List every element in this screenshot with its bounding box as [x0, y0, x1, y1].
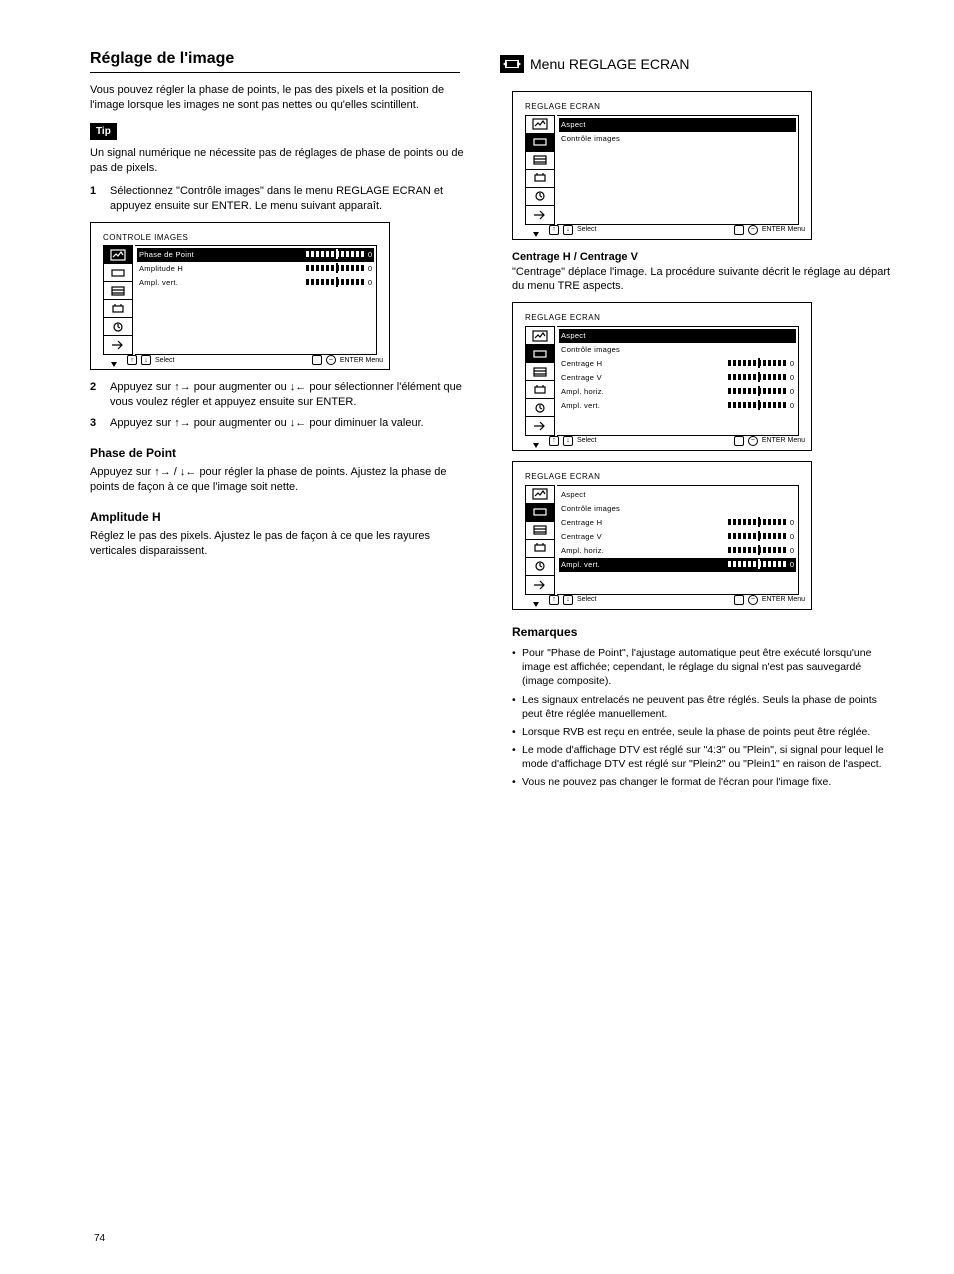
- step-2: 2 Appuyez sur pour augmenter ou pour sél…: [90, 380, 472, 410]
- menu-icon-screen: [526, 363, 554, 381]
- scroll-indicator-icon: [533, 232, 539, 237]
- menu-icon-screen: [526, 522, 554, 540]
- menu-icon-clock: [526, 558, 554, 576]
- intro-paragraph: Vous pouvez régler la phase de points, l…: [90, 83, 472, 113]
- shift-heading: Centrage H / Centrage V: [512, 250, 894, 265]
- tip-text: Un signal numérique ne nécessite pas de …: [90, 146, 472, 176]
- menu-icon-picture: [104, 246, 132, 264]
- notes-list: Pour "Phase de Point", l'ajustage automa…: [512, 646, 894, 790]
- phase-subhead: Phase de Point: [90, 445, 472, 461]
- osd-controle-images: CONTROLE IMAGES Phase de Point 0 Amplitu…: [90, 222, 390, 371]
- arrow-left-icon: [295, 417, 306, 429]
- menu-icon-picture: [526, 486, 554, 504]
- page-number: 74: [94, 1233, 105, 1244]
- step-1: 1 Sélectionnez "Contrôle images" dans le…: [90, 184, 472, 214]
- pitch-text: Réglez le pas des pixels. Ajustez le pas…: [90, 529, 472, 559]
- aspect-menu-icon: [500, 55, 524, 73]
- arrow-left-icon: [185, 466, 196, 478]
- osd-title: CONTROLE IMAGES: [103, 233, 377, 244]
- step-3: 3 Appuyez sur pour augmenter ou pour dim…: [90, 416, 472, 431]
- menu-icon-aspect: [526, 504, 554, 522]
- note-item: Lorsque RVB est reçu en entrée, seule la…: [512, 725, 894, 739]
- menu-icon-setup: [526, 540, 554, 558]
- note-item: Le mode d'affichage DTV est réglé sur "4…: [512, 743, 894, 771]
- menu-icon-clock: [526, 399, 554, 417]
- menu-icon-screen: [104, 282, 132, 300]
- scroll-indicator-icon: [533, 602, 539, 607]
- notes-heading: Remarques: [512, 624, 894, 640]
- osd-icon-column: [103, 245, 133, 355]
- menu-icon-aspect: [526, 345, 554, 363]
- arrow-right-icon: [180, 381, 191, 393]
- menu-icon-clock: [104, 318, 132, 336]
- arrow-right-icon: [160, 466, 171, 478]
- pitch-subhead: Amplitude H: [90, 509, 472, 525]
- arrow-right-icon: [180, 417, 191, 429]
- menu-icon-setup: [526, 381, 554, 399]
- tip-label: Tip: [90, 123, 117, 141]
- menu-icon-input: [104, 336, 132, 354]
- menu-icon-picture: [526, 327, 554, 345]
- note-item: Vous ne pouvez pas changer le format de …: [512, 775, 894, 789]
- section-heading: Réglage de l'image: [90, 50, 460, 73]
- menu-title-line: Menu REGLAGE ECRAN: [500, 55, 690, 73]
- menu-icon-clock: [526, 188, 554, 206]
- osd-reglage-ecran-3: REGLAGE ECRAN Aspect Contrôle images Cen…: [512, 461, 812, 610]
- menu-icon-screen: [526, 152, 554, 170]
- scroll-indicator-icon: [111, 362, 117, 367]
- shift-intro: "Centrage" déplace l'image. La procédure…: [512, 265, 894, 295]
- menu-icon-aspect: [104, 264, 132, 282]
- osd-pane: Phase de Point 0 Amplitude H 0 Ampl. ver…: [135, 245, 377, 355]
- osd-reglage-ecran-1: REGLAGE ECRAN Aspect Contrôle images: [512, 91, 812, 240]
- menu-icon-aspect: [526, 134, 554, 152]
- arrow-left-icon: [295, 381, 306, 393]
- menu-icon-setup: [526, 170, 554, 188]
- menu-icon-input: [526, 417, 554, 435]
- menu-icon-setup: [104, 300, 132, 318]
- osd-reglage-ecran-2: REGLAGE ECRAN Aspect Contrôle images Cen…: [512, 302, 812, 451]
- menu-title-text: Menu REGLAGE ECRAN: [530, 56, 690, 72]
- left-column: Vous pouvez régler la phase de points, l…: [90, 83, 472, 794]
- note-item: Les signaux entrelacés ne peuvent pas êt…: [512, 693, 894, 721]
- note-item: Pour "Phase de Point", l'ajustage automa…: [512, 646, 894, 689]
- menu-icon-picture: [526, 116, 554, 134]
- menu-icon-input: [526, 576, 554, 594]
- menu-icon-input: [526, 206, 554, 224]
- right-column: REGLAGE ECRAN Aspect Contrôle images: [512, 83, 894, 794]
- scroll-indicator-icon: [533, 443, 539, 448]
